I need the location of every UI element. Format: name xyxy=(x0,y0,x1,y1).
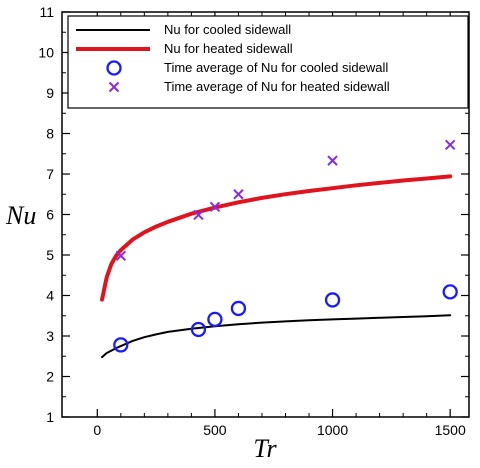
y-tick-label: 7 xyxy=(46,166,54,182)
data-point-x xyxy=(444,139,456,151)
y-tick-label: 2 xyxy=(46,369,54,385)
x-tick-label: 1500 xyxy=(435,422,466,438)
plot-area xyxy=(100,139,458,359)
y-tick-label: 6 xyxy=(46,207,54,223)
data-point-circle xyxy=(324,292,341,308)
data-point-circle xyxy=(442,284,458,300)
y-axis-title: Nu xyxy=(5,201,36,230)
data-point-x xyxy=(233,189,244,200)
legend-swatch-x xyxy=(108,81,120,93)
legend: Nu for cooled sidewall Nu for heated side… xyxy=(67,15,469,109)
legend-label: Nu for heated sidewall xyxy=(164,41,293,56)
x-tick-label: 1000 xyxy=(317,422,348,438)
series-line-0 xyxy=(101,314,452,359)
series-line-1 xyxy=(100,174,453,302)
y-tick-label: 10 xyxy=(38,45,54,61)
legend-swatch-circle xyxy=(106,60,122,76)
data-point-circle xyxy=(207,311,223,328)
x-tick-label: 0 xyxy=(93,422,101,438)
y-tick-label: 5 xyxy=(46,247,54,263)
data-point-x xyxy=(115,250,127,262)
y-tick-label: 8 xyxy=(46,126,54,142)
x-tick-label: 500 xyxy=(203,422,227,438)
x-axis-title: Tr xyxy=(253,434,277,463)
data-point-x-stroke-b xyxy=(115,250,127,262)
data-point-x-stroke-b xyxy=(233,189,244,200)
y-tick-label: 3 xyxy=(46,328,54,344)
data-point-x-stroke-b xyxy=(209,201,221,213)
y-tick-label: 4 xyxy=(46,288,54,304)
y-tick-label: 9 xyxy=(46,85,54,101)
data-point-x-stroke-b xyxy=(193,209,204,221)
data-point-x-stroke-b xyxy=(327,155,338,166)
legend-label: Time average of Nu for heated sidewall xyxy=(164,79,390,94)
legend-label: Nu for cooled sidewall xyxy=(164,22,291,37)
data-point-x xyxy=(193,209,204,221)
data-point-circle xyxy=(230,300,247,317)
data-point-circle xyxy=(113,337,129,353)
legend-box xyxy=(67,15,469,109)
legend-label: Time average of Nu for cooled sidewall xyxy=(164,60,388,75)
y-tick-label: 11 xyxy=(39,4,54,20)
data-point-x xyxy=(327,155,338,166)
data-point-circle xyxy=(190,321,207,338)
y-tick-label: 1 xyxy=(46,409,54,425)
data-point-x xyxy=(209,201,221,213)
data-point-x-stroke-b xyxy=(444,139,456,151)
legend-swatch-x-stroke-b xyxy=(108,81,120,93)
